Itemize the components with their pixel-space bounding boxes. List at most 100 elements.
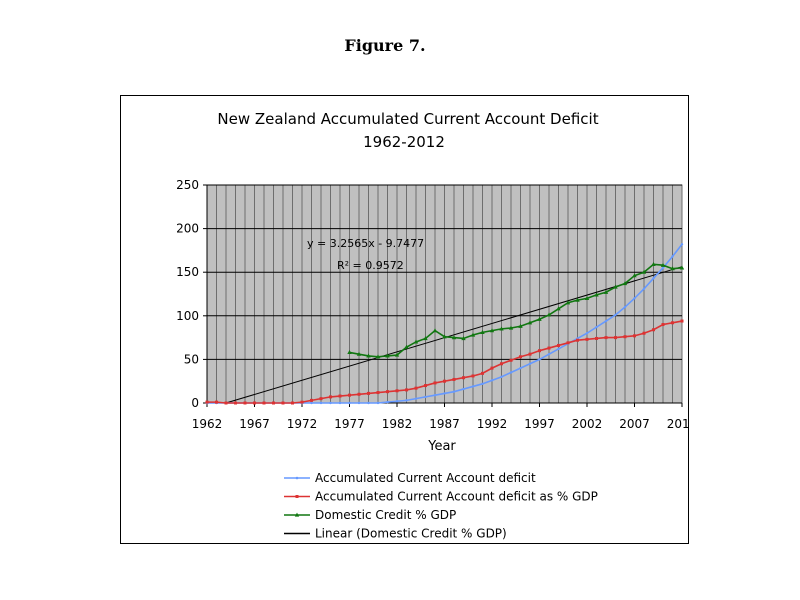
data-point-accumulated (357, 401, 361, 405)
data-point-accumulated (585, 332, 589, 335)
legend-swatch-marker (295, 495, 299, 498)
legend-label: Domestic Credit % GDP (315, 508, 456, 522)
data-point-accumulated (319, 401, 323, 405)
data-point-pct_gdp (367, 391, 370, 395)
data-point-pct_gdp (272, 401, 275, 405)
data-point-pct_gdp (557, 343, 560, 347)
chart-frame: New Zealand Accumulated Current Account … (120, 95, 689, 544)
data-point-pct_gdp (585, 337, 589, 341)
x-tick-label: 1982 (382, 417, 413, 431)
data-point-pct_gdp (443, 379, 446, 383)
data-point-pct_gdp (604, 336, 608, 340)
data-point-accumulated (481, 382, 484, 386)
data-point-pct_gdp (234, 401, 237, 405)
data-point-accumulated (310, 401, 313, 405)
data-point-pct_gdp (357, 392, 361, 396)
data-point-credit (565, 300, 571, 305)
data-point-pct_gdp (642, 331, 646, 335)
y-tick-label: 0 (191, 396, 199, 410)
x-tick-label: 1972 (287, 417, 318, 431)
data-point-credit (375, 354, 381, 359)
data-point-accumulated (557, 347, 560, 351)
data-point-credit (442, 334, 447, 339)
data-point-pct_gdp (424, 384, 427, 388)
x-tick-label: 2007 (619, 417, 650, 431)
data-point-accumulated (338, 401, 342, 405)
data-point-credit (603, 289, 609, 294)
data-point-accumulated (405, 399, 408, 402)
data-point-pct_gdp (452, 377, 456, 381)
data-point-credit (385, 353, 390, 358)
data-point-accumulated (595, 325, 598, 329)
data-point-accumulated (528, 362, 532, 365)
data-point-credit (537, 316, 542, 321)
data-point-pct_gdp (528, 352, 532, 356)
data-point-credit (679, 265, 685, 270)
data-point-pct_gdp (253, 401, 256, 405)
data-point-credit (594, 292, 599, 297)
data-point-accumulated (604, 319, 608, 323)
legend-swatch-marker (295, 476, 299, 480)
data-point-accumulated (671, 255, 674, 258)
data-point-pct_gdp (481, 371, 484, 375)
data-point-pct_gdp (490, 366, 494, 370)
data-point-pct_gdp (500, 362, 503, 366)
y-tick-label: 100 (176, 309, 199, 323)
data-point-pct_gdp (547, 346, 551, 350)
data-point-pct_gdp (595, 336, 598, 340)
data-point-pct_gdp (205, 400, 209, 404)
data-point-accumulated (661, 266, 665, 270)
data-point-accumulated (329, 401, 332, 405)
data-point-accumulated (452, 390, 456, 393)
data-point-pct_gdp (319, 397, 323, 401)
data-point-credit (499, 326, 504, 331)
data-point-credit (366, 353, 371, 358)
x-tick-label: 1967 (239, 417, 270, 431)
data-point-accumulated (348, 401, 351, 405)
legend: Accumulated Current Account deficit Accum… (284, 471, 598, 541)
data-point-pct_gdp (281, 401, 285, 405)
data-point-pct_gdp (243, 401, 247, 405)
figure-caption: Figure 7. (344, 36, 426, 55)
data-point-pct_gdp (338, 394, 342, 398)
data-point-accumulated (500, 375, 503, 379)
data-point-accumulated (680, 243, 684, 246)
data-point-pct_gdp (376, 391, 380, 395)
data-point-credit (451, 335, 457, 340)
data-point-accumulated (490, 379, 494, 382)
chart-subtitle: 1962-2012 (363, 133, 445, 151)
data-point-accumulated (471, 385, 475, 388)
data-point-pct_gdp (414, 386, 418, 390)
linear-trendline (225, 266, 683, 404)
data-point-credit (660, 262, 666, 267)
data-point-pct_gdp (433, 381, 437, 385)
data-point-credit (394, 352, 400, 357)
y-tick-label: 50 (184, 352, 199, 366)
data-point-credit (508, 325, 514, 330)
data-point-accumulated (443, 392, 446, 395)
data-point-credit (670, 266, 675, 271)
y-tick-label: 150 (176, 265, 199, 279)
data-point-pct_gdp (471, 374, 475, 378)
data-point-accumulated (414, 397, 418, 400)
data-point-credit (527, 320, 533, 325)
data-point-pct_gdp (509, 358, 513, 362)
legend-label: Accumulated Current Account deficit as %… (315, 490, 598, 504)
data-point-credit (470, 332, 476, 337)
x-tick-label: 1997 (524, 417, 555, 431)
legend-swatch-marker (294, 512, 300, 517)
data-point-pct_gdp (680, 319, 684, 323)
data-point-pct_gdp (671, 321, 674, 325)
data-point-accumulated (462, 387, 465, 391)
data-point-credit (432, 328, 438, 333)
trendline-equation: y = 3.2565x - 9.7477 (307, 237, 424, 250)
x-tick-label: 1992 (477, 417, 508, 431)
data-point-credit (423, 336, 428, 341)
data-point-accumulated (509, 371, 513, 374)
data-point-credit (347, 350, 352, 355)
x-tick-label: 1962 (192, 417, 223, 431)
data-point-pct_gdp (576, 338, 579, 342)
data-point-credit (518, 323, 523, 328)
data-point-credit (575, 297, 580, 302)
data-point-accumulated (424, 395, 427, 399)
